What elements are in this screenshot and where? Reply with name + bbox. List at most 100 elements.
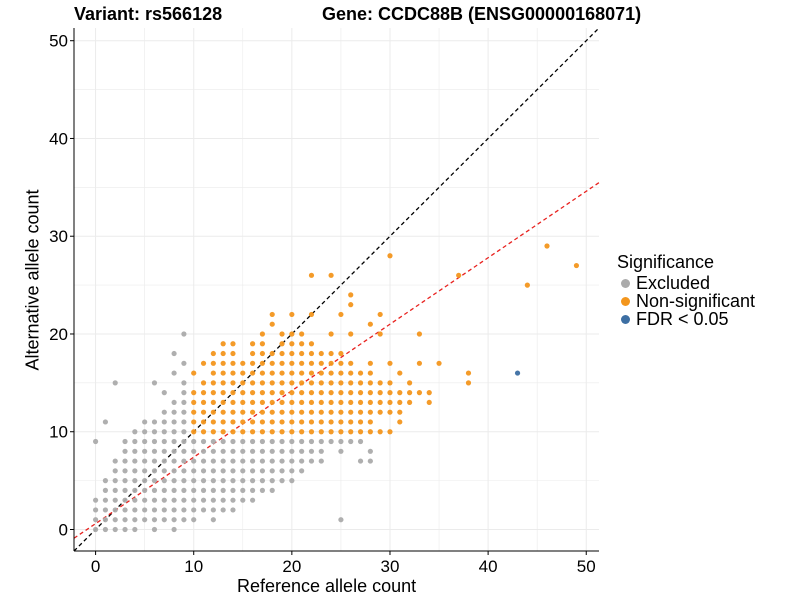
point-non-significant [289, 341, 295, 347]
point-non-significant [259, 429, 266, 435]
point-non-significant [191, 419, 197, 425]
point-excluded [102, 526, 109, 533]
point-non-significant [279, 409, 285, 415]
point-excluded [200, 438, 207, 445]
point-excluded [249, 487, 256, 493]
point-excluded [151, 429, 158, 435]
variant-title: Variant: rs566128 [74, 4, 223, 24]
point-non-significant [338, 380, 344, 386]
point-non-significant [328, 350, 334, 357]
point-excluded [191, 497, 197, 503]
point-non-significant [348, 380, 354, 386]
point-non-significant [240, 360, 246, 366]
point-excluded [92, 438, 99, 445]
point-excluded [142, 438, 148, 445]
point-non-significant [308, 419, 315, 425]
point-excluded [308, 438, 315, 445]
point-non-significant [269, 399, 275, 406]
point-non-significant [279, 429, 285, 435]
point-non-significant [289, 331, 295, 337]
point-non-significant [397, 409, 403, 415]
point-non-significant [308, 390, 315, 396]
point-non-significant [348, 390, 354, 396]
x-axis-title: Reference allele count [237, 576, 417, 596]
point-excluded [122, 468, 128, 474]
point-non-significant [377, 380, 383, 386]
point-excluded [171, 507, 177, 513]
point-excluded [151, 478, 158, 484]
point-excluded [200, 458, 207, 464]
point-non-significant [308, 341, 315, 347]
point-non-significant [279, 350, 285, 357]
point-excluded [240, 478, 246, 484]
point-excluded [210, 458, 216, 464]
point-non-significant [279, 380, 285, 386]
point-non-significant [210, 390, 216, 396]
point-non-significant [200, 380, 207, 386]
point-excluded [279, 468, 285, 474]
point-excluded [92, 497, 99, 503]
point-excluded [112, 487, 118, 493]
point-excluded [210, 438, 216, 445]
point-excluded [171, 517, 177, 523]
point-excluded [181, 390, 187, 396]
point-excluded [191, 468, 197, 474]
legend-dot-fdr [621, 314, 630, 324]
point-non-significant [367, 380, 373, 386]
point-excluded [122, 507, 128, 513]
point-non-significant [259, 331, 266, 337]
legend-dot-excluded [621, 278, 630, 288]
point-excluded [171, 448, 177, 454]
point-non-significant [240, 370, 246, 376]
point-non-significant [318, 390, 324, 396]
grid-lines [74, 28, 599, 551]
point-excluded [142, 419, 148, 425]
point-non-significant [397, 390, 403, 396]
point-excluded [181, 438, 187, 445]
point-non-significant [230, 409, 236, 415]
point-excluded [210, 497, 216, 503]
point-non-significant [240, 380, 246, 386]
point-non-significant [299, 350, 305, 357]
point-excluded [151, 438, 158, 445]
point-non-significant [377, 399, 383, 406]
point-non-significant [249, 419, 256, 425]
point-non-significant [289, 311, 295, 318]
point-excluded [92, 517, 99, 523]
point-excluded [220, 438, 226, 445]
point-non-significant [299, 341, 305, 347]
point-non-significant [269, 321, 275, 327]
point-excluded [279, 478, 285, 484]
point-non-significant [357, 399, 364, 406]
point-non-significant [249, 370, 256, 376]
x-tick-label: 20 [282, 557, 301, 576]
point-excluded [181, 468, 187, 474]
point-non-significant [289, 370, 295, 376]
point-non-significant [259, 399, 266, 406]
point-non-significant [289, 360, 295, 366]
point-non-significant [465, 370, 472, 376]
point-excluded [181, 409, 187, 415]
point-excluded [142, 478, 148, 484]
data-points [92, 243, 580, 533]
point-non-significant [210, 380, 216, 386]
point-non-significant [308, 380, 315, 386]
point-excluded [171, 409, 177, 415]
point-excluded [151, 468, 158, 474]
point-non-significant [308, 399, 315, 406]
point-non-significant [289, 399, 295, 406]
point-excluded [220, 448, 226, 454]
point-excluded [240, 448, 246, 454]
point-excluded [338, 448, 344, 454]
point-non-significant [357, 390, 364, 396]
point-excluded [220, 458, 226, 464]
point-non-significant [328, 419, 334, 425]
point-excluded [220, 507, 226, 513]
point-excluded [348, 438, 354, 445]
point-non-significant [338, 429, 344, 435]
point-non-significant [357, 429, 364, 435]
point-non-significant [220, 390, 226, 396]
point-non-significant [269, 370, 275, 376]
point-non-significant [299, 399, 305, 406]
point-non-significant [279, 419, 285, 425]
